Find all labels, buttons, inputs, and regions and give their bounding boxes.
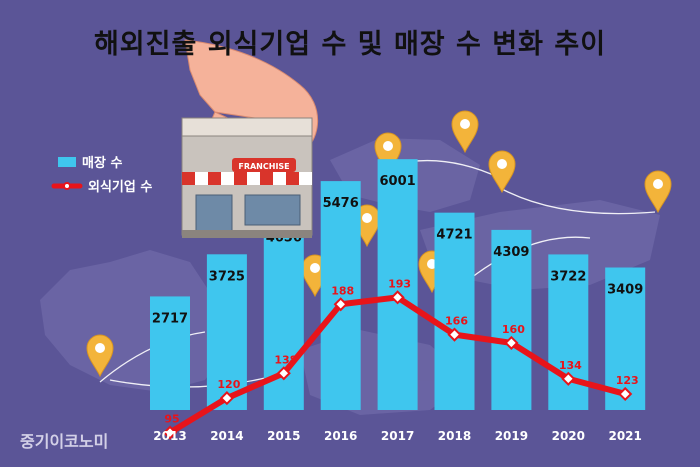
location-pin-icon xyxy=(86,334,114,378)
location-pin-icon xyxy=(488,150,516,194)
x-axis-tick-labels: 2013 2014 2015 2016 2017 2018 2019 2020 2021 xyxy=(153,429,642,443)
legend: 매장 수 외식기업 수 xyxy=(51,155,152,195)
bar-value-2019: 4309 xyxy=(493,245,529,260)
x-tick-2018: 2018 xyxy=(438,429,471,443)
bar-value-2017: 6001 xyxy=(380,174,416,189)
bar-2016 xyxy=(320,181,361,410)
bar-value-2013: 2717 xyxy=(152,311,188,326)
bar-2017 xyxy=(377,159,418,410)
legend-swatch-marker xyxy=(63,182,71,190)
line-series xyxy=(162,290,633,440)
bar-value-2014: 3725 xyxy=(209,269,245,284)
location-pin-icon xyxy=(644,170,672,214)
line-value-2013: 95 xyxy=(164,413,179,426)
store-sign: FRANCHISE xyxy=(238,162,289,171)
x-tick-2016: 2016 xyxy=(324,429,357,443)
x-tick-2020: 2020 xyxy=(552,429,585,443)
line-point-2019 xyxy=(504,335,519,350)
legend-swatch-bar xyxy=(58,157,76,167)
line-value-2014: 120 xyxy=(217,378,240,391)
location-pin-icon xyxy=(374,132,402,176)
line-value-2018: 166 xyxy=(445,315,468,328)
bar-2021 xyxy=(605,267,646,410)
bar-value-2018: 4721 xyxy=(436,228,472,243)
x-tick-2021: 2021 xyxy=(608,429,641,443)
bar-2014 xyxy=(206,254,247,410)
line-point-2017 xyxy=(390,290,405,305)
line-value-2015: 138 xyxy=(274,353,297,366)
line-value-2019: 160 xyxy=(502,323,525,336)
franchise-store-illustration: FRANCHISE xyxy=(181,39,319,238)
chart-title: 해외진출 외식기업 수 및 매장 수 변화 추이 xyxy=(93,29,607,60)
x-tick-2019: 2019 xyxy=(495,429,528,443)
x-tick-2014: 2014 xyxy=(210,429,243,443)
line-value-2021: 123 xyxy=(616,374,639,387)
legend-label-bar: 매장 수 xyxy=(82,155,122,171)
legend-label-line: 외식기업 수 xyxy=(88,179,152,195)
line-value-labels: 95 120 138 188 193 166 160 134 123 xyxy=(164,277,638,425)
line-value-2017: 193 xyxy=(388,277,411,290)
bar-value-labels: 271737254656547660014721430937223409 xyxy=(152,174,643,326)
line-point-2013 xyxy=(162,425,178,440)
line-value-2016: 188 xyxy=(331,284,354,297)
bar-2019 xyxy=(491,229,532,410)
x-tick-2017: 2017 xyxy=(381,429,414,443)
bar-value-2020: 3722 xyxy=(550,269,586,284)
line-value-2020: 134 xyxy=(559,359,582,372)
watermark: 중기이코노미 xyxy=(20,432,109,451)
line-point-2020 xyxy=(561,371,576,386)
line-point-2018 xyxy=(447,327,462,342)
location-pin-icon xyxy=(451,110,479,154)
bar-2018 xyxy=(434,212,475,410)
x-tick-2013: 2013 xyxy=(153,429,186,443)
location-pins xyxy=(86,110,672,378)
bar-2013 xyxy=(150,296,190,410)
bar-value-2021: 3409 xyxy=(607,283,643,298)
line-point-2014 xyxy=(219,391,234,406)
x-tick-2015: 2015 xyxy=(267,429,300,443)
line-point-2015 xyxy=(276,366,291,381)
line-point-2021 xyxy=(618,386,633,402)
bar-value-2016: 5476 xyxy=(323,196,359,211)
line-point-2016 xyxy=(333,297,348,312)
